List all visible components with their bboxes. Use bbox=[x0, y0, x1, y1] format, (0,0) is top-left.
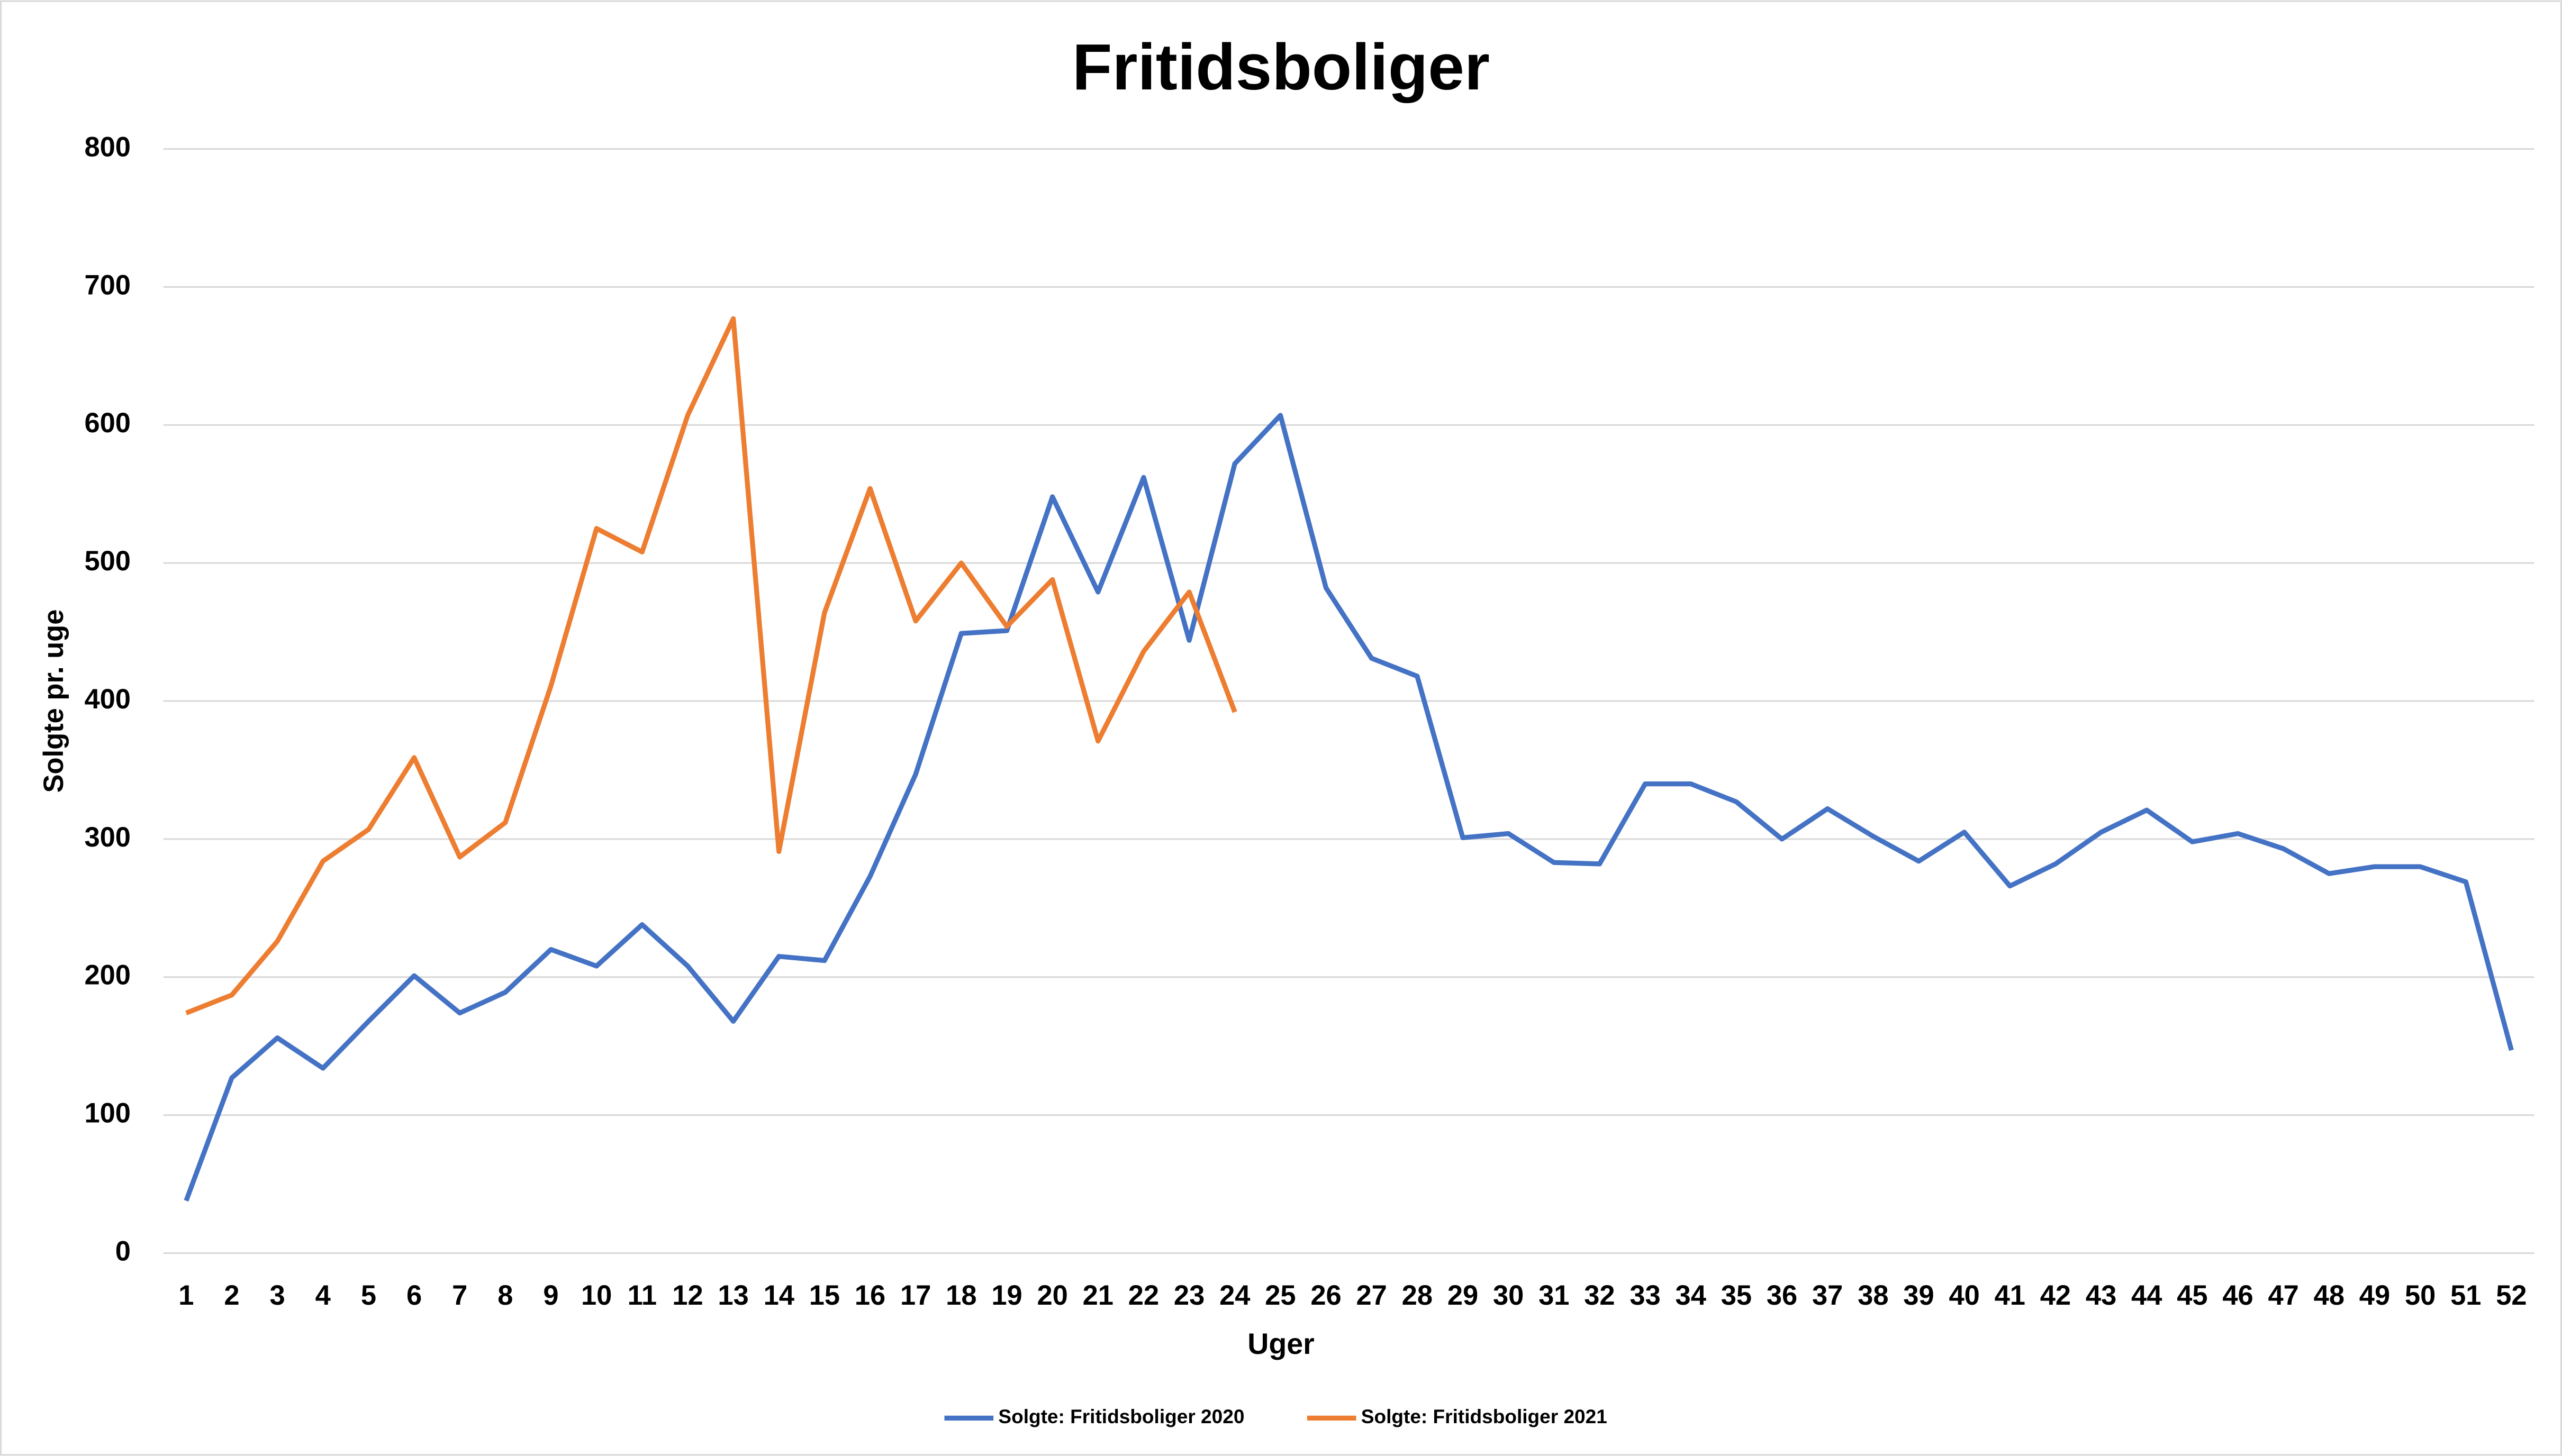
x-tick-label: 19 bbox=[991, 1280, 1022, 1311]
y-tick-label: 200 bbox=[84, 960, 131, 991]
x-tick-label: 31 bbox=[1538, 1280, 1569, 1311]
y-tick-label: 400 bbox=[84, 684, 131, 715]
x-tick-label: 44 bbox=[2131, 1280, 2162, 1311]
x-tick-label: 49 bbox=[2359, 1280, 2390, 1311]
x-tick-label: 23 bbox=[1174, 1280, 1205, 1311]
x-tick-label: 33 bbox=[1629, 1280, 1660, 1311]
x-tick-label: 26 bbox=[1310, 1280, 1341, 1311]
x-tick-label: 30 bbox=[1493, 1280, 1524, 1311]
x-tick-label: 32 bbox=[1584, 1280, 1615, 1311]
x-tick-label: 22 bbox=[1128, 1280, 1159, 1311]
x-axis-label: Uger bbox=[1247, 1327, 1315, 1360]
x-tick-label: 18 bbox=[946, 1280, 976, 1311]
x-tick-label: 14 bbox=[764, 1280, 794, 1311]
x-tick-label: 15 bbox=[809, 1280, 840, 1311]
y-tick-label: 300 bbox=[84, 822, 131, 853]
series-line bbox=[185, 316, 1237, 1015]
x-tick-label: 35 bbox=[1721, 1280, 1752, 1311]
x-tick-label: 3 bbox=[270, 1280, 285, 1311]
x-tick-label: 6 bbox=[406, 1280, 422, 1311]
x-tick-label: 11 bbox=[628, 1280, 657, 1311]
x-tick-label: 52 bbox=[2496, 1280, 2527, 1311]
x-tick-label: 13 bbox=[718, 1280, 748, 1311]
chart-title: Fritidsboliger bbox=[1072, 31, 1490, 104]
x-tick-label: 29 bbox=[1447, 1280, 1478, 1311]
x-tick-label: 27 bbox=[1356, 1280, 1387, 1311]
x-tick-label: 21 bbox=[1083, 1280, 1113, 1311]
x-tick-label: 20 bbox=[1037, 1280, 1067, 1311]
x-tick-label: 8 bbox=[497, 1280, 513, 1311]
x-tick-label: 10 bbox=[581, 1280, 612, 1311]
x-tick-label: 4 bbox=[315, 1280, 331, 1311]
y-tick-label: 500 bbox=[84, 545, 131, 577]
x-tick-label: 43 bbox=[2086, 1280, 2116, 1311]
y-tick-label: 0 bbox=[115, 1235, 131, 1267]
x-tick-label: 25 bbox=[1265, 1280, 1296, 1311]
y-tick-label: 800 bbox=[84, 131, 131, 162]
x-tick-label: 48 bbox=[2314, 1280, 2344, 1311]
x-tick-label: 16 bbox=[855, 1280, 885, 1311]
x-tick-label: 2 bbox=[224, 1280, 239, 1311]
legend-label: Solgte: Fritidsboliger 2020 bbox=[998, 1405, 1244, 1427]
x-tick-label: 50 bbox=[2405, 1280, 2436, 1311]
x-tick-label: 42 bbox=[2040, 1280, 2071, 1311]
y-tick-label: 100 bbox=[84, 1098, 131, 1129]
x-tick-label: 34 bbox=[1676, 1280, 1706, 1311]
x-tick-label: 45 bbox=[2177, 1280, 2207, 1311]
x-tick-label: 24 bbox=[1219, 1280, 1250, 1311]
x-tick-label: 36 bbox=[1767, 1280, 1797, 1311]
legend-label: Solgte: Fritidsboliger 2021 bbox=[1361, 1405, 1607, 1427]
x-tick-label: 28 bbox=[1402, 1280, 1433, 1311]
x-tick-label: 39 bbox=[1903, 1280, 1934, 1311]
x-tick-label: 37 bbox=[1812, 1280, 1843, 1311]
x-tick-label: 47 bbox=[2268, 1280, 2299, 1311]
x-tick-label: 1 bbox=[178, 1280, 194, 1311]
y-tick-label: 600 bbox=[84, 407, 131, 439]
y-axis-label: Solgte pr. uge bbox=[38, 609, 69, 793]
x-tick-label: 7 bbox=[452, 1280, 467, 1311]
y-tick-label: 700 bbox=[84, 269, 131, 301]
x-tick-label: 40 bbox=[1949, 1280, 1979, 1311]
x-tick-label: 46 bbox=[2222, 1280, 2253, 1311]
x-tick-label: 5 bbox=[361, 1280, 376, 1311]
x-tick-label: 38 bbox=[1858, 1280, 1888, 1311]
x-tick-label: 17 bbox=[900, 1280, 931, 1311]
x-tick-label: 51 bbox=[2450, 1280, 2481, 1311]
series-line bbox=[184, 413, 2514, 1202]
x-tick-label: 12 bbox=[672, 1280, 703, 1311]
x-tick-label: 41 bbox=[1995, 1280, 2025, 1311]
x-tick-label: 9 bbox=[543, 1280, 558, 1311]
